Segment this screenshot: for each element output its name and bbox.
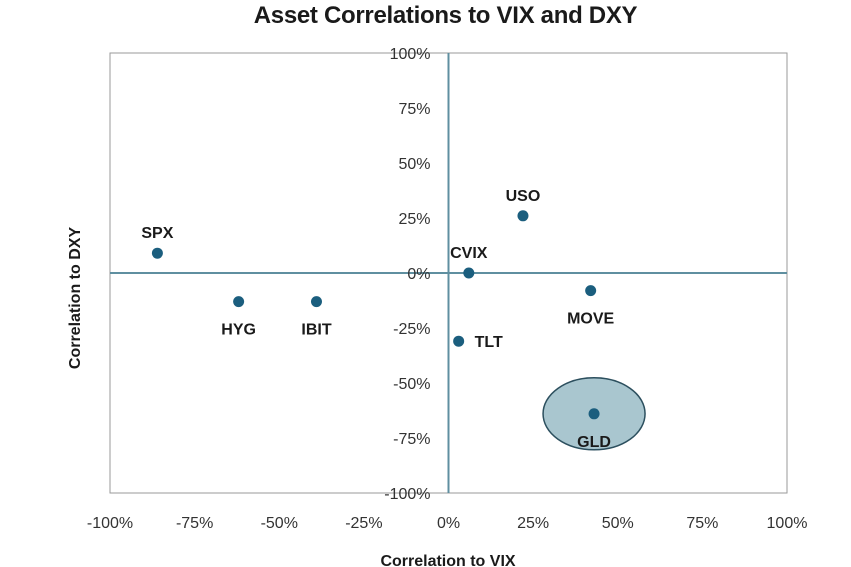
data-point-tlt — [453, 335, 465, 347]
data-point-cvix — [463, 267, 475, 279]
point-label-ibit: IBIT — [301, 322, 331, 339]
point-label-gld: GLD — [577, 434, 611, 451]
x-tick-label: 0% — [437, 515, 460, 532]
point-label-hyg: HYG — [221, 322, 256, 339]
data-point-ibit — [310, 296, 322, 308]
y-tick-label: 0% — [407, 266, 430, 283]
x-tick-label: -100% — [87, 515, 133, 532]
x-tick-label: -75% — [176, 515, 213, 532]
y-tick-label: 25% — [398, 211, 430, 228]
point-label-move: MOVE — [567, 311, 614, 328]
data-point-move — [585, 285, 597, 297]
point-label-cvix: CVIX — [450, 245, 488, 262]
point-label-spx: SPX — [141, 225, 173, 242]
point-label-tlt: TLT — [475, 334, 503, 351]
y-tick-label: -25% — [393, 321, 430, 338]
y-tick-label: 50% — [398, 156, 430, 173]
x-tick-label: -50% — [261, 515, 298, 532]
x-tick-label: -25% — [345, 515, 382, 532]
y-tick-label: -100% — [384, 486, 430, 503]
data-point-uso — [517, 210, 529, 222]
data-point-spx — [151, 247, 163, 259]
data-point-gld — [588, 408, 600, 420]
x-tick-label: 100% — [767, 515, 808, 532]
y-tick-label: 75% — [398, 101, 430, 118]
chart-title: Asset Correlations to VIX and DXY — [253, 2, 638, 29]
x-tick-label: 75% — [686, 515, 718, 532]
x-tick-label: 25% — [517, 515, 549, 532]
y-axis-label: Correlation to DXY — [67, 227, 84, 370]
data-point-hyg — [233, 296, 245, 308]
y-tick-label: -50% — [393, 376, 430, 393]
x-axis-label: Correlation to VIX — [380, 553, 515, 567]
x-tick-label: 50% — [602, 515, 634, 532]
y-tick-label: 100% — [390, 46, 431, 63]
point-label-uso: USO — [506, 188, 541, 205]
y-tick-label: -75% — [393, 431, 430, 448]
